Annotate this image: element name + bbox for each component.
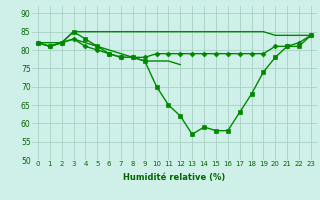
X-axis label: Humidité relative (%): Humidité relative (%): [123, 173, 226, 182]
